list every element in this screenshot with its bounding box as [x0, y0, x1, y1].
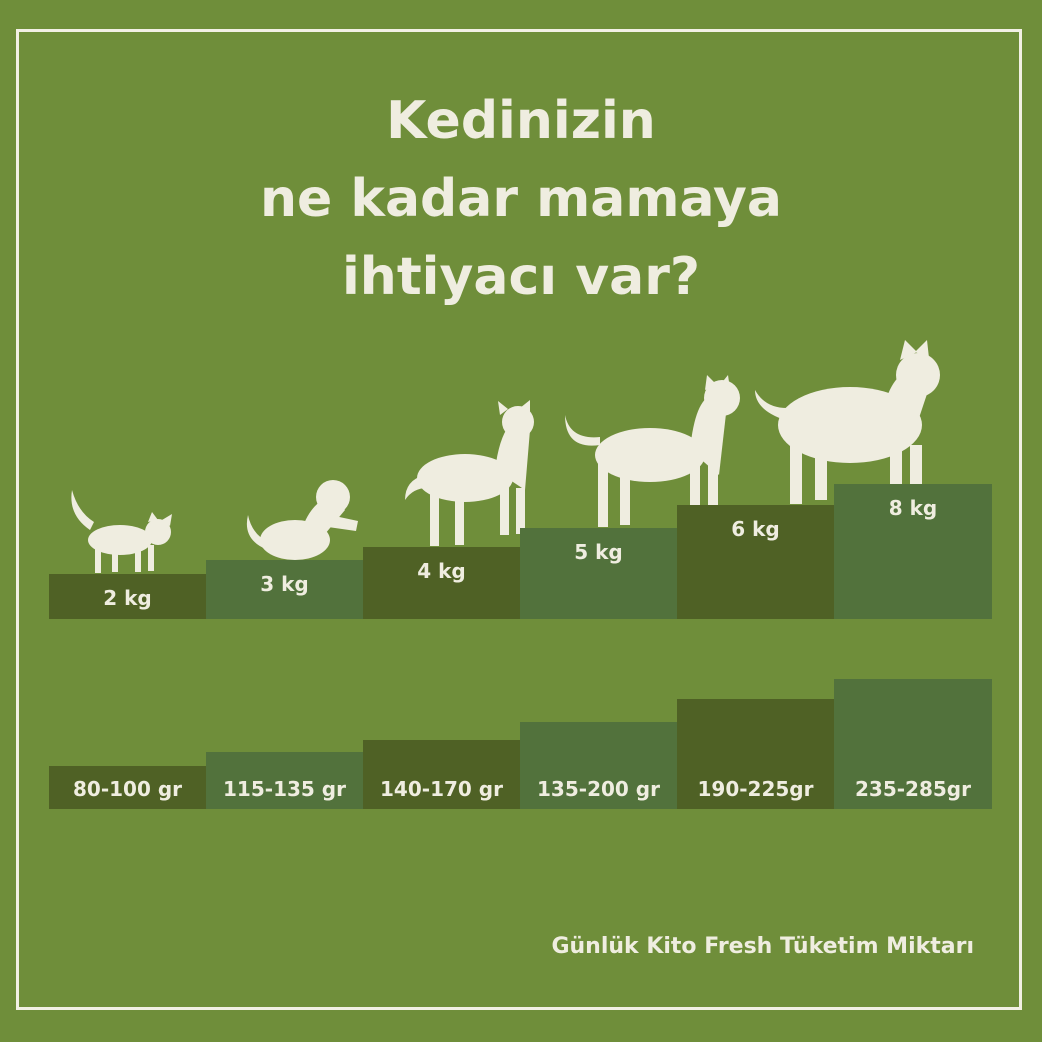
weight-label: 3 kg: [260, 572, 309, 596]
weight-bar-4: 5 kg: [520, 528, 677, 619]
amount-bar-1: 80-100 gr: [49, 766, 206, 809]
weight-label: 4 kg: [417, 559, 466, 583]
border-frame: [16, 29, 1022, 1010]
cat-icon-adult-cat: [565, 375, 740, 527]
cat-icon-large-cat: [755, 340, 940, 504]
amount-label: 190-225gr: [697, 777, 814, 801]
amount-label: 115-135 gr: [223, 777, 346, 801]
amount-label: 135-200 gr: [537, 777, 660, 801]
weight-label: 6 kg: [731, 517, 780, 541]
footer-caption: Günlük Kito Fresh Tüketim Miktarı: [551, 934, 974, 959]
weight-bar-2: 3 kg: [206, 560, 363, 619]
amount-label: 80-100 gr: [72, 777, 183, 801]
amount-bar-5: 190-225gr: [677, 699, 834, 809]
weight-label: 5 kg: [574, 540, 623, 564]
amount-label: 235-285gr: [855, 777, 971, 801]
weight-bar-6: 8 kg: [834, 484, 992, 619]
cat-icon-kitten-walking: [71, 490, 172, 573]
amount-bar-3: 140-170 gr: [363, 740, 520, 809]
weight-bar-5: 6 kg: [677, 505, 834, 619]
weight-bar-3: 4 kg: [363, 547, 520, 619]
amount-bar-6: 235-285gr: [834, 679, 992, 809]
page-title: Kedinizin ne kadar mamaya ihtiyacı var?: [0, 82, 1042, 316]
title-line-3: ihtiyacı var?: [341, 247, 701, 307]
weight-label: 2 kg: [103, 586, 152, 610]
amount-bar-4: 135-200 gr: [520, 722, 677, 809]
cat-icon-young-cat: [405, 400, 534, 546]
weight-bar-1: 2 kg: [49, 574, 206, 619]
weight-label: 8 kg: [888, 496, 938, 520]
amount-label: 140-170 gr: [380, 777, 503, 801]
cat-icon-kitten-sitting: [246, 480, 358, 560]
amount-bar-2: 115-135 gr: [206, 752, 363, 809]
title-line-2: ne kadar mamaya: [259, 169, 783, 229]
title-line-1: Kedinizin: [386, 91, 656, 151]
